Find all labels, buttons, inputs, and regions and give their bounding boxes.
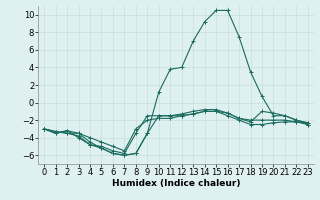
X-axis label: Humidex (Indice chaleur): Humidex (Indice chaleur) xyxy=(112,179,240,188)
